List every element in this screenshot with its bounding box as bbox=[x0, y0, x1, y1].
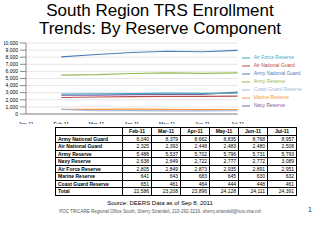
html-text:8,662: 8,662 bbox=[194, 135, 207, 142]
svg-text:Mar-11: Mar-11 bbox=[89, 121, 105, 124]
html-text:Air Force Reserve: Air Force Reserve bbox=[58, 165, 101, 172]
html-text:2,891: 2,891 bbox=[252, 165, 265, 172]
html-text:2,483: 2,483 bbox=[223, 143, 236, 149]
html-text:461: 461 bbox=[285, 180, 294, 187]
svg-text:Feb-11: Feb-11 bbox=[54, 121, 70, 124]
html-text:23,896: 23,896 bbox=[191, 188, 207, 194]
html-text:641: 641 bbox=[140, 173, 149, 179]
html-text:2,951: 2,951 bbox=[281, 165, 294, 172]
html-text:5,537: 5,537 bbox=[165, 150, 178, 157]
svg-text:Jun-11: Jun-11 bbox=[195, 121, 210, 124]
html-text:Total: Total bbox=[58, 188, 70, 194]
html-text:Army National Guard: Army National Guard bbox=[58, 135, 108, 142]
html-text:Marine Reserve: Marine Reserve bbox=[58, 173, 95, 179]
html-text:POC TRICARE Regional Office So: POC TRICARE Regional Office South, Sherr… bbox=[59, 209, 261, 214]
html-text:South Region TRS Enrollment Tr: South Region TRS Enrollment Trends: By R… bbox=[38, 1, 282, 38]
html-text:461: 461 bbox=[169, 180, 178, 187]
html-text:2,873: 2,873 bbox=[194, 165, 207, 172]
html-text:23,208: 23,208 bbox=[162, 188, 178, 194]
html-text:Apr-11: Apr-11 bbox=[187, 128, 203, 134]
html-text:448: 448 bbox=[256, 180, 265, 187]
html-text:Jul-11: Jul-11 bbox=[274, 128, 290, 134]
html-text:24,391: 24,391 bbox=[278, 188, 294, 194]
html-text:Army Reserve: Army Reserve bbox=[58, 150, 92, 157]
html-text:2,480: 2,480 bbox=[252, 143, 265, 149]
html-text:3,089: 3,089 bbox=[281, 158, 294, 164]
html-text:683: 683 bbox=[198, 173, 207, 179]
html-text:8,379: 8,379 bbox=[165, 135, 178, 142]
svg-text:6,000: 6,000 bbox=[8, 68, 18, 74]
html-text:Navy Reserve: Navy Reserve bbox=[253, 102, 285, 109]
html-text:2,935: 2,935 bbox=[223, 165, 236, 172]
svg-text:3,000: 3,000 bbox=[8, 89, 18, 95]
html-text:2,849: 2,849 bbox=[165, 165, 178, 172]
html-text:645: 645 bbox=[227, 173, 236, 179]
svg-text:May-11: May-11 bbox=[159, 121, 176, 124]
html-text:2,722: 2,722 bbox=[194, 158, 207, 164]
html-text:24,128: 24,128 bbox=[220, 188, 236, 194]
svg-text:8,000: 8,000 bbox=[8, 54, 18, 60]
html-text:632: 632 bbox=[285, 173, 294, 179]
svg-text:10,000: 10,000 bbox=[8, 40, 18, 46]
html-text:2,638: 2,638 bbox=[136, 158, 149, 164]
svg-text:9,000: 9,000 bbox=[8, 47, 18, 53]
html-text:Coast Guard Reserve: Coast Guard Reserve bbox=[253, 86, 302, 93]
svg-text:4,000: 4,000 bbox=[8, 82, 18, 88]
html-text:8,835: 8,835 bbox=[223, 135, 236, 142]
html-text:5,793: 5,793 bbox=[281, 150, 294, 157]
html-text:Air Force Reserve: Air Force Reserve bbox=[253, 54, 294, 61]
html-text:2,508: 2,508 bbox=[281, 143, 294, 149]
html-text:Army National Guard: Army National Guard bbox=[253, 70, 301, 77]
html-text:Jun-11: Jun-11 bbox=[245, 128, 261, 134]
html-text:2,393: 2,393 bbox=[165, 143, 178, 149]
html-text:May-11: May-11 bbox=[215, 128, 233, 134]
svg-text:0: 0 bbox=[15, 111, 18, 117]
html-text:Mar-11: Mar-11 bbox=[158, 128, 174, 134]
html-text:Marine Reserve: Marine Reserve bbox=[253, 94, 289, 101]
svg-text:5,000: 5,000 bbox=[8, 75, 18, 81]
html-text:651: 651 bbox=[140, 180, 149, 187]
svg-text:1,000: 1,000 bbox=[8, 104, 18, 110]
html-text:8,957: 8,957 bbox=[281, 135, 294, 142]
html-text:444: 444 bbox=[227, 180, 236, 187]
html-text:Source: DEERS Data as of Sep 8: Source: DEERS Data as of Sep 8, 2011 bbox=[107, 200, 213, 206]
svg-text:Apr-11: Apr-11 bbox=[125, 121, 140, 124]
html-text:2,805: 2,805 bbox=[136, 165, 149, 172]
html-text:2,448: 2,448 bbox=[194, 143, 207, 149]
html-text:2,777: 2,777 bbox=[223, 158, 236, 164]
html-text:8,768: 8,768 bbox=[252, 135, 265, 142]
html-text:22,586: 22,586 bbox=[133, 188, 149, 194]
html-text:Feb-11: Feb-11 bbox=[129, 128, 145, 134]
html-text:1: 1 bbox=[308, 206, 312, 213]
html-text:630: 630 bbox=[256, 173, 265, 179]
svg-text:Jan-11: Jan-11 bbox=[19, 121, 34, 124]
html-text:Air National Guard: Air National Guard bbox=[58, 143, 103, 149]
html-text:5,796: 5,796 bbox=[223, 150, 236, 157]
html-text:5,702: 5,702 bbox=[194, 150, 207, 157]
html-text:2,649: 2,649 bbox=[165, 158, 178, 164]
html-text:2,325: 2,325 bbox=[136, 143, 149, 149]
html-text:Air National Guard: Air National Guard bbox=[253, 62, 295, 69]
html-text:Coast Guard Reserve: Coast Guard Reserve bbox=[58, 180, 109, 187]
html-text:Navy Reserve: Navy Reserve bbox=[58, 158, 91, 164]
html-text:5,731: 5,731 bbox=[252, 150, 265, 157]
html-text:Army Reserve: Army Reserve bbox=[253, 78, 286, 85]
svg-text:2,000: 2,000 bbox=[8, 97, 18, 103]
svg-text:Jul-11: Jul-11 bbox=[231, 121, 244, 124]
html-text:464: 464 bbox=[198, 180, 207, 187]
html-text:2,772: 2,772 bbox=[252, 158, 265, 164]
html-text:8,040: 8,040 bbox=[136, 135, 149, 142]
svg-text:7,000: 7,000 bbox=[8, 61, 18, 67]
html-text:643: 643 bbox=[169, 173, 178, 179]
html-text:5,488: 5,488 bbox=[136, 150, 149, 157]
html-text:24,111: 24,111 bbox=[250, 188, 265, 194]
